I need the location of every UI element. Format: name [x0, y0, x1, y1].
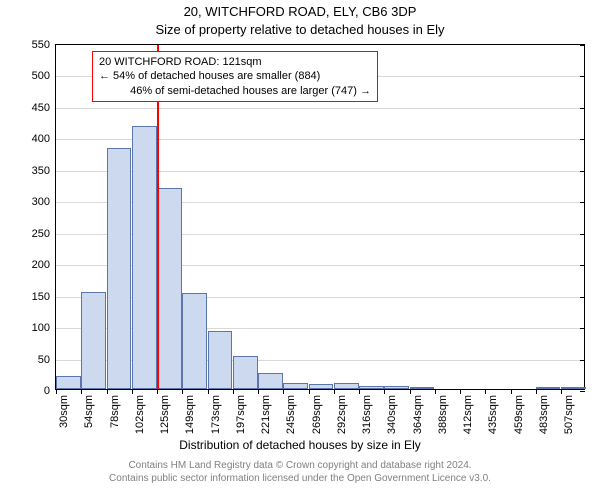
bar [536, 387, 561, 389]
xtick-mark [132, 389, 133, 394]
xtick-label: 102sqm [134, 395, 146, 434]
xtick-mark [485, 389, 486, 394]
xtick-mark [81, 389, 82, 394]
xtick-label: 30sqm [58, 395, 70, 428]
xtick-mark [460, 389, 461, 394]
xtick-label: 388sqm [437, 395, 449, 434]
footer-attribution: Contains HM Land Registry data © Crown c… [0, 460, 600, 485]
plot-area: 05010015020025030035040045050055030sqm54… [55, 44, 585, 390]
bar [359, 386, 384, 389]
xtick-label: 340sqm [386, 395, 398, 434]
bar [309, 384, 334, 389]
xtick-mark [56, 389, 57, 394]
ytick-mark [580, 328, 585, 329]
xtick-mark [309, 389, 310, 394]
bar [157, 188, 182, 389]
chart-title-line1: 20, WITCHFORD ROAD, ELY, CB6 3DP [0, 4, 600, 19]
bar [410, 387, 435, 389]
ytick-mark [580, 171, 585, 172]
xtick-label: 483sqm [538, 395, 550, 434]
ytick-label: 100 [32, 322, 50, 334]
chart-container: 20, WITCHFORD ROAD, ELY, CB6 3DP Size of… [0, 0, 600, 500]
footer-line1: Contains HM Land Registry data © Crown c… [0, 460, 600, 473]
chart-title-line2: Size of property relative to detached ho… [0, 22, 600, 37]
xtick-label: 197sqm [235, 395, 247, 434]
xtick-label: 54sqm [83, 395, 95, 428]
xtick-label: 364sqm [412, 395, 424, 434]
annotation-line: ← 54% of detached houses are smaller (88… [99, 69, 371, 83]
bar [334, 383, 359, 389]
bar [384, 386, 409, 389]
xtick-label: 125sqm [159, 395, 171, 434]
xtick-mark [334, 389, 335, 394]
xtick-label: 78sqm [109, 395, 121, 428]
ytick-label: 400 [32, 133, 50, 145]
ytick-mark [580, 45, 585, 46]
bar [283, 383, 308, 389]
ytick-label: 300 [32, 196, 50, 208]
xtick-label: 435sqm [487, 395, 499, 434]
annotation-line: 46% of semi-detached houses are larger (… [99, 84, 371, 98]
footer-line2: Contains public sector information licen… [0, 473, 600, 486]
bar [107, 148, 132, 389]
xtick-label: 459sqm [513, 395, 525, 434]
bar [233, 356, 258, 389]
ytick-label: 50 [38, 354, 50, 366]
ytick-mark [580, 265, 585, 266]
xtick-label: 507sqm [563, 395, 575, 434]
annotation-box: 20 WITCHFORD ROAD: 121sqm← 54% of detach… [92, 51, 378, 102]
gridline-h [56, 108, 584, 109]
bar [208, 331, 233, 389]
xtick-mark [511, 389, 512, 394]
xtick-mark [107, 389, 108, 394]
xtick-label: 245sqm [285, 395, 297, 434]
ytick-mark [580, 297, 585, 298]
ytick-label: 0 [44, 385, 50, 397]
xtick-label: 221sqm [260, 395, 272, 434]
xtick-label: 149sqm [184, 395, 196, 434]
xtick-label: 292sqm [336, 395, 348, 434]
ytick-label: 350 [32, 165, 50, 177]
bar [561, 387, 586, 389]
ytick-mark [580, 391, 585, 392]
bar [182, 293, 207, 389]
ytick-mark [580, 360, 585, 361]
xtick-label: 412sqm [462, 395, 474, 434]
ytick-mark [580, 234, 585, 235]
xtick-label: 269sqm [311, 395, 323, 434]
xtick-mark [233, 389, 234, 394]
bar [56, 376, 81, 389]
xtick-label: 316sqm [361, 395, 373, 434]
xtick-mark [208, 389, 209, 394]
ytick-label: 150 [32, 291, 50, 303]
ytick-label: 450 [32, 102, 50, 114]
bar [258, 373, 283, 389]
xtick-mark [157, 389, 158, 394]
ytick-mark [580, 76, 585, 77]
xtick-label: 173sqm [210, 395, 222, 434]
xtick-mark [283, 389, 284, 394]
xtick-mark [536, 389, 537, 394]
xtick-mark [435, 389, 436, 394]
x-axis-label: Distribution of detached houses by size … [0, 438, 600, 452]
xtick-mark [359, 389, 360, 394]
bar [81, 292, 106, 390]
xtick-mark [384, 389, 385, 394]
xtick-mark [561, 389, 562, 394]
annotation-line: 20 WITCHFORD ROAD: 121sqm [99, 55, 371, 69]
ytick-label: 250 [32, 228, 50, 240]
ytick-mark [580, 139, 585, 140]
ytick-label: 200 [32, 259, 50, 271]
xtick-mark [410, 389, 411, 394]
ytick-mark [580, 108, 585, 109]
ytick-label: 550 [32, 39, 50, 51]
ytick-mark [580, 202, 585, 203]
xtick-mark [258, 389, 259, 394]
bar [132, 126, 157, 389]
xtick-mark [182, 389, 183, 394]
ytick-label: 500 [32, 70, 50, 82]
